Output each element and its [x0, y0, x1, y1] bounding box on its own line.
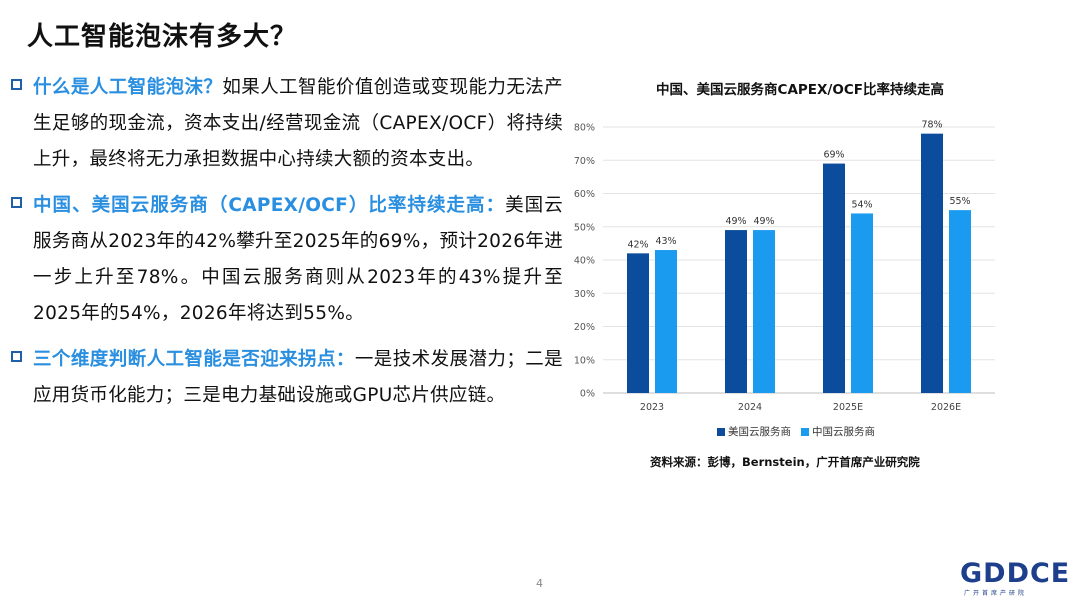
- y-tick-label: 80%: [574, 123, 595, 134]
- data-label: 55%: [949, 196, 970, 207]
- legend-swatch-us: [717, 427, 725, 436]
- y-tick-label: 40%: [574, 256, 595, 267]
- bullet-text: 什么是人工智能泡沫？如果人工智能价值创造或变现能力无法产生足够的现金流，资本支出…: [33, 70, 563, 178]
- bullet-text: 中国、美国云服务商（CAPEX/OCF）比率持续走高：美国云服务商从2023年的…: [33, 188, 563, 332]
- y-tick-label: 30%: [574, 289, 595, 300]
- company-logo: GDDCE 广开首席产研院: [960, 558, 1071, 598]
- data-label: 49%: [753, 216, 774, 227]
- legend-label-us: 美国云服务商: [728, 426, 791, 438]
- bar-us: [725, 230, 747, 393]
- bullet-heading: 中国、美国云服务商（CAPEX/OCF）比率持续走高：: [33, 195, 506, 216]
- square-bullet-icon: [11, 79, 22, 90]
- page-number: 4: [536, 577, 543, 590]
- data-label: 78%: [921, 120, 942, 131]
- bar-us: [823, 163, 845, 393]
- chart-title: 中国、美国云服务商CAPEX/OCF比率持续走高: [656, 82, 944, 98]
- bar-cn: [949, 210, 971, 393]
- bar-cn: [655, 250, 677, 393]
- x-tick-label: 2025E: [833, 402, 863, 413]
- y-tick-label: 50%: [574, 222, 595, 233]
- bullet-body: 美国云服务商从2023年的42%攀升至2025年的69%，预计2026年进一步上…: [33, 195, 563, 324]
- bar-us: [627, 253, 649, 393]
- page-title: 人工智能泡沫有多大？: [27, 22, 298, 52]
- bullet-item: 中国、美国云服务商（CAPEX/OCF）比率持续走高：美国云服务商从2023年的…: [8, 188, 563, 332]
- x-tick-label: 2023: [640, 402, 664, 413]
- logo-text: GDDCE: [960, 558, 1071, 589]
- bar-cn: [753, 230, 775, 393]
- bullet-heading: 什么是人工智能泡沫？: [33, 77, 223, 98]
- bullet-heading: 三个维度判断人工智能是否迎来拐点：: [33, 349, 355, 370]
- bullet-body: 一是技术发展潜力；二是应用货币化能力；三是电力基础设施或GPU芯片供应链。: [33, 349, 563, 406]
- bullet-list: 什么是人工智能泡沫？如果人工智能价值创造或变现能力无法产生足够的现金流，资本支出…: [8, 70, 563, 424]
- y-tick-label: 10%: [574, 355, 595, 366]
- bar-cn: [851, 213, 873, 393]
- chart-legend: 美国云服务商 中国云服务商: [717, 424, 875, 439]
- y-tick-label: 60%: [574, 189, 595, 200]
- bullet-item: 什么是人工智能泡沫？如果人工智能价值创造或变现能力无法产生足够的现金流，资本支出…: [8, 70, 563, 178]
- data-label: 42%: [627, 239, 648, 250]
- y-tick-label: 0%: [580, 389, 595, 400]
- square-bullet-icon: [11, 351, 22, 362]
- chart-source: 资料来源：彭博，Bernstein，广开首席产业研究院: [650, 455, 920, 469]
- legend-item-cn: 中国云服务商: [801, 424, 875, 439]
- bullet-item: 三个维度判断人工智能是否迎来拐点：一是技术发展潜力；二是应用货币化能力；三是电力…: [8, 342, 563, 414]
- x-tick-label: 2024: [738, 402, 762, 413]
- bar-chart: 0% 10% 20% 30% 40% 50% 60% 70% 80% 42% 43% 2023 49% 4…: [574, 120, 995, 413]
- legend-swatch-cn: [801, 427, 809, 436]
- data-label: 43%: [655, 236, 676, 247]
- legend-label-cn: 中国云服务商: [812, 426, 875, 438]
- y-tick-label: 70%: [574, 156, 595, 167]
- square-bullet-icon: [11, 197, 22, 208]
- y-tick-label: 20%: [574, 322, 595, 333]
- data-label: 54%: [851, 199, 872, 210]
- data-label: 49%: [725, 216, 746, 227]
- x-tick-label: 2026E: [931, 402, 961, 413]
- bar-us: [921, 133, 943, 393]
- legend-item-us: 美国云服务商: [717, 424, 791, 439]
- logo-subtext: 广开首席产研院: [964, 590, 1028, 597]
- bullet-body: 如果人工智能价值创造或变现能力无法产生足够的现金流，资本支出/经营现金流（CAP…: [33, 77, 563, 170]
- data-label: 69%: [823, 150, 844, 161]
- bullet-text: 三个维度判断人工智能是否迎来拐点：一是技术发展潜力；二是应用货币化能力；三是电力…: [33, 342, 563, 414]
